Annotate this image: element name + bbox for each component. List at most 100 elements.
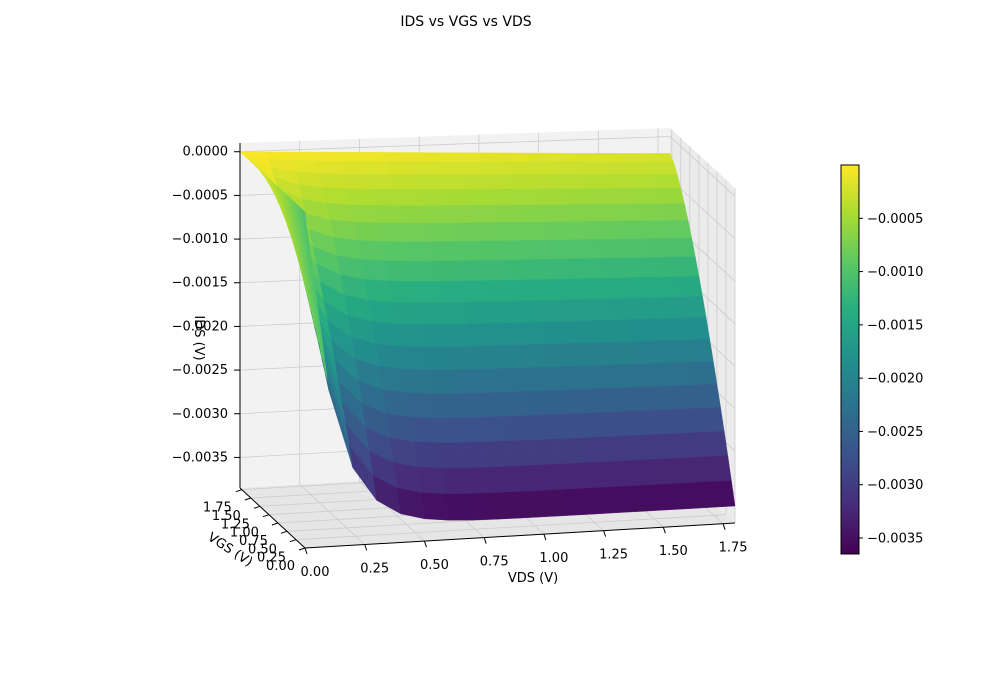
colorbar-tick-label: −0.0015	[867, 318, 923, 333]
surface-facet	[604, 435, 633, 462]
surface-facet	[588, 203, 617, 222]
surface-facet	[681, 317, 710, 340]
surface-facet	[658, 317, 687, 341]
surface-facet	[356, 239, 385, 262]
surface-facet	[498, 367, 527, 393]
surface-facet	[577, 161, 606, 175]
surface-facet	[362, 161, 391, 175]
surface-facet	[531, 278, 560, 301]
surface-facet	[502, 152, 531, 163]
x-tick-label: 0.75	[480, 555, 509, 570]
surface-facet	[676, 432, 705, 459]
surface-facet	[482, 161, 511, 175]
x-tick-label: 0.50	[420, 558, 449, 573]
surface-facet	[619, 238, 648, 259]
surface-facet	[537, 188, 566, 206]
surface-facet	[338, 161, 367, 175]
surface-facet	[568, 221, 597, 241]
surface-facet	[487, 300, 516, 324]
surface-facet	[556, 437, 585, 465]
surface-facet	[635, 484, 664, 512]
surface-facet	[494, 344, 523, 369]
surface-facet	[509, 174, 538, 190]
surface-facet	[480, 259, 509, 281]
surface-facet	[674, 275, 703, 298]
surface-facet	[667, 237, 696, 258]
x-tick-label: 1.75	[719, 541, 748, 556]
surface-facet	[470, 345, 499, 370]
surface-facet	[672, 408, 701, 434]
surface-facet	[446, 346, 475, 371]
surface-facet	[616, 220, 645, 240]
surface-facet	[315, 160, 344, 175]
surface-facet	[608, 188, 637, 205]
surface-facet	[388, 280, 417, 303]
surface-facet	[626, 276, 655, 299]
surface-facet	[364, 279, 393, 303]
surface-facet	[689, 360, 718, 386]
surface-facet	[385, 413, 414, 442]
z-tick-label: −0.0005	[172, 188, 228, 203]
surface-facet	[631, 459, 660, 486]
surface-facet	[624, 410, 653, 436]
surface-facet	[456, 260, 485, 282]
surface-facet	[637, 340, 666, 364]
surface-facet	[649, 161, 678, 175]
surface-facet	[612, 203, 641, 222]
surface-facet	[410, 161, 439, 175]
surface-facet	[597, 387, 626, 413]
surface-facet	[485, 174, 514, 190]
surface-facet	[440, 467, 469, 495]
surface-facet	[378, 366, 407, 394]
surface-facet	[513, 188, 542, 206]
colorbar-tick-label: −0.0025	[867, 425, 923, 440]
surface-facet	[483, 279, 512, 302]
surface-facet	[525, 390, 554, 416]
surface-facet	[562, 320, 591, 344]
surface-facet	[443, 323, 472, 347]
surface-facet	[692, 383, 721, 409]
y-tick-label: 0.25	[257, 551, 286, 566]
surface-facet	[643, 238, 672, 258]
surface-facet	[478, 152, 507, 163]
surface-facet	[540, 204, 569, 223]
surface-facet	[414, 174, 443, 190]
surface-facet	[613, 340, 642, 365]
surface-facet	[656, 187, 685, 205]
surface-facet	[601, 161, 630, 175]
surface-facet	[696, 407, 725, 433]
surface-facet	[404, 241, 433, 262]
surface-facet	[529, 414, 558, 441]
surface-facet	[600, 411, 629, 438]
colorbar-tick-label: −0.0030	[867, 478, 923, 493]
surface-facet	[437, 442, 466, 469]
surface-facet	[511, 300, 540, 323]
x-tick	[483, 537, 487, 544]
colorbar: −0.0035 −0.0030 −0.0025 −0.0020 −0.0015 −0.00…	[840, 164, 923, 555]
x-tick	[304, 547, 308, 555]
surface-facet	[645, 153, 674, 163]
surface-facet	[311, 151, 340, 162]
surface-facet	[493, 204, 522, 223]
x-axis-title: VDS (V)	[508, 571, 558, 586]
surface-facet	[439, 301, 468, 325]
surface-facet	[586, 319, 615, 343]
surface-facet	[533, 174, 562, 190]
y-tick	[262, 514, 270, 518]
surface-facet	[318, 173, 347, 189]
surface-facet	[441, 188, 470, 206]
surface-facet	[532, 438, 561, 466]
surface-facet	[527, 258, 556, 280]
surface-facet	[325, 202, 354, 223]
surface-facet	[595, 238, 624, 259]
surface-facet	[606, 297, 635, 321]
surface-facet	[625, 161, 654, 175]
y-tick	[253, 505, 261, 509]
surface-facet	[409, 416, 438, 444]
surface-facet	[660, 203, 689, 221]
y-tick	[235, 489, 242, 493]
y-tick	[271, 522, 279, 526]
surface-facet	[659, 482, 688, 511]
surface-facet	[488, 465, 517, 494]
